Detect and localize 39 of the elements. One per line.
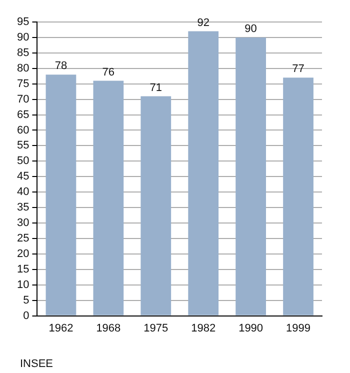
y-tick-label: 70 [16, 93, 30, 106]
data-label: 92 [197, 16, 210, 29]
data-label: 76 [102, 66, 115, 78]
y-tick-label: 90 [16, 31, 30, 44]
y-tick-label: 80 [16, 62, 30, 74]
text: INSEE [20, 358, 54, 370]
bar [188, 31, 219, 316]
y-tick-label: 25 [16, 232, 30, 245]
data-label: 77 [292, 63, 304, 76]
bar [93, 80, 124, 316]
x-tick-label: 1968 [96, 322, 121, 334]
data-label: 90 [244, 22, 257, 35]
y-tick-label: 0 [23, 310, 30, 322]
x-tick-label: 1975 [144, 322, 168, 334]
data-label: 78 [54, 60, 68, 72]
data-label: 71 [150, 82, 162, 94]
y-tick-label: 15 [16, 263, 30, 276]
x-tick-label: 1999 [286, 322, 311, 334]
y-tick-label: 65 [16, 108, 30, 121]
y-tick-label: 5 [23, 294, 30, 306]
y-tick-label: 85 [16, 46, 30, 59]
bar [140, 96, 172, 316]
y-tick-label: 95 [16, 16, 30, 28]
y-tick-label: 60 [16, 124, 30, 136]
x-tick-label: 1982 [191, 322, 216, 334]
x-tick-label: 1990 [238, 322, 264, 334]
y-tick-label: 45 [16, 170, 30, 183]
bar [46, 74, 76, 316]
y-tick-label: 50 [16, 155, 30, 168]
y-tick-label: 10 [16, 278, 30, 291]
y-tick-label: 75 [16, 78, 30, 90]
y-tick-label: 30 [16, 217, 30, 230]
x-tick-label: 1962 [48, 322, 74, 334]
y-tick-label: 35 [16, 202, 30, 214]
bar [236, 37, 266, 316]
y-tick-label: 40 [16, 186, 30, 198]
y-tick-label: 20 [16, 248, 30, 260]
bar [283, 78, 314, 316]
y-tick-label: 55 [16, 140, 30, 152]
